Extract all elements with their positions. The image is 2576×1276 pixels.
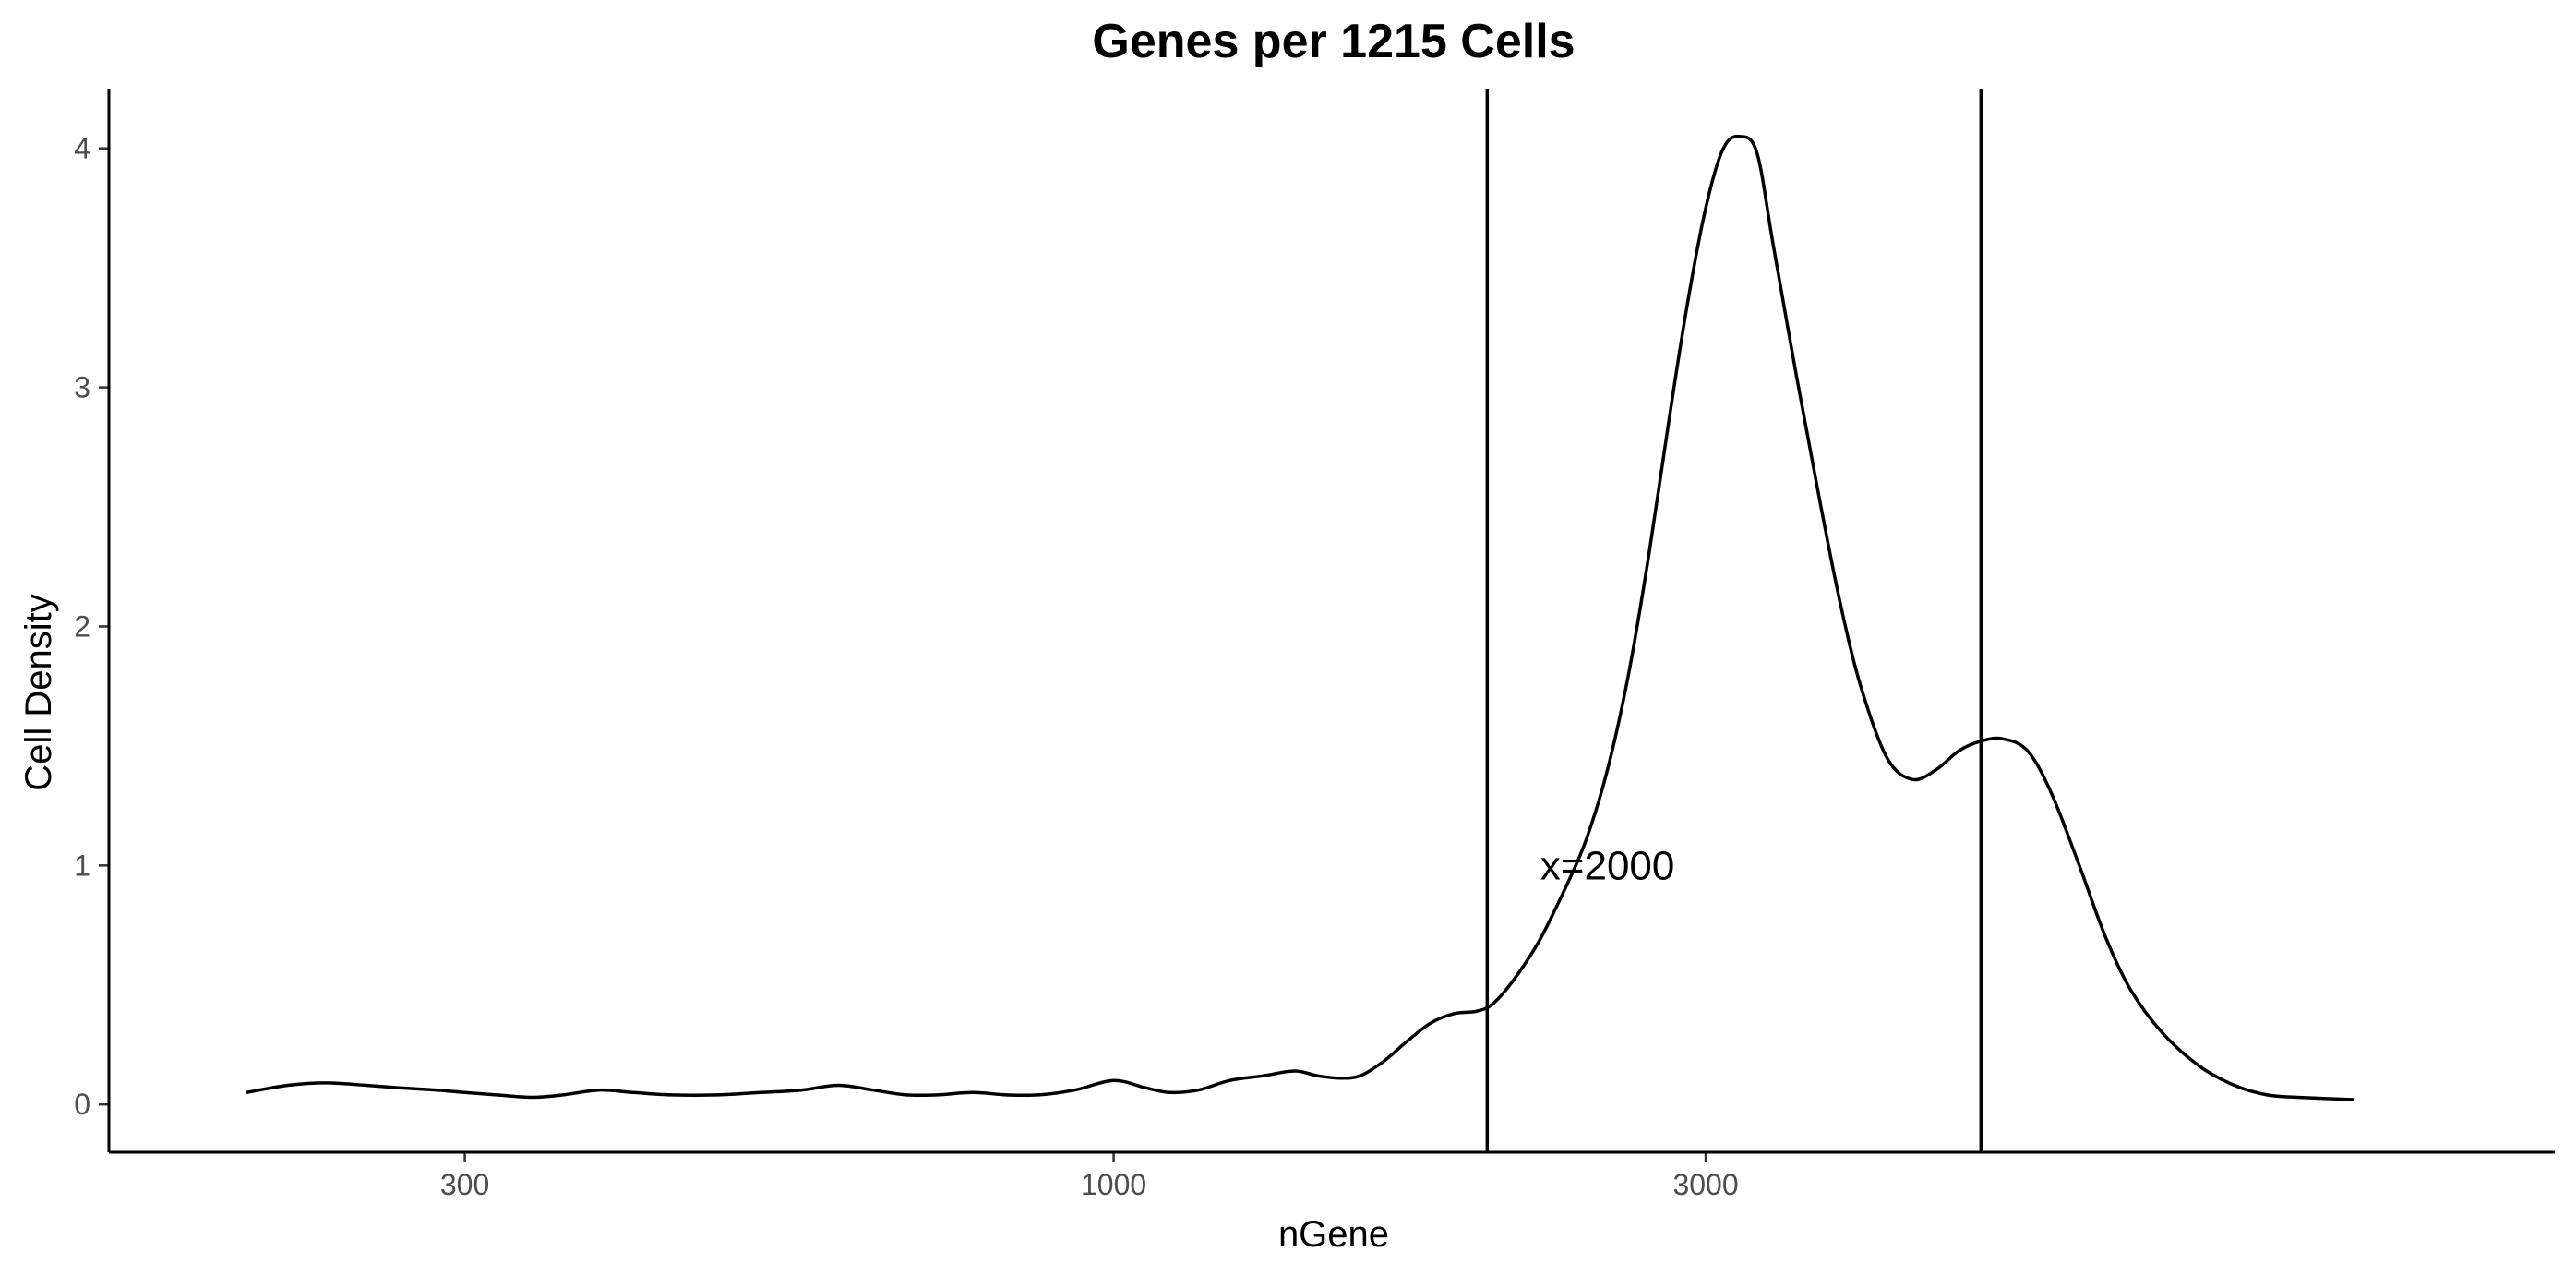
chart-title: Genes per 1215 Cells [1092,15,1575,68]
x-tick-label: 300 [440,1168,489,1201]
y-axis-label: Cell Density [18,594,59,790]
axis-ticks: 0 1 2 3 4 300 1000 3000 [74,132,1738,1201]
annotations: x=2000 [1540,843,1675,888]
y-tick-label: 0 [74,1088,90,1121]
x-tick-label: 1000 [1081,1168,1146,1201]
y-tick-label: 2 [74,609,90,643]
annotation-label: x=2000 [1540,843,1675,888]
y-tick-label: 3 [74,371,90,404]
density-curve [246,134,2355,1101]
threshold-lines [1485,89,1983,1152]
y-tick-label: 1 [74,849,90,882]
y-tick-label: 4 [74,132,90,165]
x-tick-label: 3000 [1672,1168,1738,1201]
x-axis-label: nGene [1278,1214,1389,1255]
